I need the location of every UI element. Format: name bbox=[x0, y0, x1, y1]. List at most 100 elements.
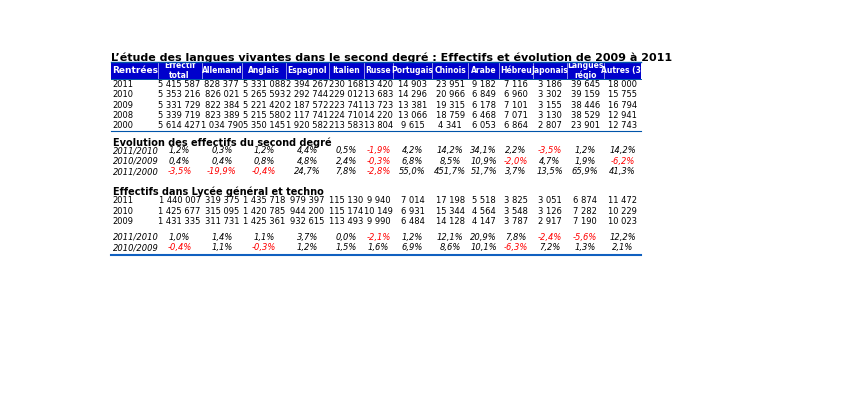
Text: 18 759: 18 759 bbox=[435, 111, 464, 120]
Text: 4,8%: 4,8% bbox=[297, 157, 318, 166]
Text: 38 529: 38 529 bbox=[571, 111, 600, 120]
Text: 8,6%: 8,6% bbox=[440, 243, 461, 252]
Text: 2010/2009: 2010/2009 bbox=[112, 157, 159, 166]
Text: 2,4%: 2,4% bbox=[336, 157, 357, 166]
Text: 2011: 2011 bbox=[112, 196, 134, 205]
Text: 2,1%: 2,1% bbox=[612, 243, 633, 252]
Text: 10 149: 10 149 bbox=[364, 206, 393, 215]
Text: 0,8%: 0,8% bbox=[254, 157, 275, 166]
Text: 828 377: 828 377 bbox=[205, 80, 239, 89]
Text: 38 446: 38 446 bbox=[571, 101, 600, 110]
Text: 14,2%: 14,2% bbox=[437, 146, 464, 156]
Text: 1,0%: 1,0% bbox=[169, 233, 190, 242]
Text: 6 484: 6 484 bbox=[400, 217, 424, 226]
Text: 13 420: 13 420 bbox=[364, 80, 393, 89]
Text: 1 034 790: 1 034 790 bbox=[201, 121, 243, 131]
Text: 34,1%: 34,1% bbox=[470, 146, 497, 156]
Text: 39 159: 39 159 bbox=[571, 90, 600, 99]
Text: Langues
régio: Langues régio bbox=[567, 61, 603, 80]
Text: Japonais: Japonais bbox=[531, 66, 568, 75]
Text: 0,0%: 0,0% bbox=[336, 233, 357, 242]
Text: 13 723: 13 723 bbox=[363, 101, 393, 110]
Text: 223 741: 223 741 bbox=[329, 101, 363, 110]
Text: 2011/2010: 2011/2010 bbox=[112, 233, 159, 242]
Text: 0,5%: 0,5% bbox=[336, 146, 357, 156]
Text: 7,8%: 7,8% bbox=[336, 167, 357, 176]
Text: 115 174: 115 174 bbox=[329, 206, 363, 215]
Text: -2,8%: -2,8% bbox=[366, 167, 391, 176]
Text: 6 874: 6 874 bbox=[573, 196, 597, 205]
Text: 5 353 216: 5 353 216 bbox=[159, 90, 201, 99]
Text: 5 331 088: 5 331 088 bbox=[243, 80, 285, 89]
Text: 6 864: 6 864 bbox=[504, 121, 528, 131]
Text: 9 615: 9 615 bbox=[400, 121, 424, 131]
Text: 7 190: 7 190 bbox=[573, 217, 597, 226]
Text: 6,8%: 6,8% bbox=[402, 157, 423, 166]
Text: 3,7%: 3,7% bbox=[506, 167, 526, 176]
Text: 16 794: 16 794 bbox=[608, 101, 637, 110]
Text: 4 564: 4 564 bbox=[472, 206, 495, 215]
Text: 1 435 718: 1 435 718 bbox=[243, 196, 285, 205]
Text: 213 583: 213 583 bbox=[329, 121, 363, 131]
Text: 2009: 2009 bbox=[112, 217, 134, 226]
Text: 1 420 785: 1 420 785 bbox=[243, 206, 285, 215]
Text: 13 066: 13 066 bbox=[398, 111, 427, 120]
Text: 113 493: 113 493 bbox=[329, 217, 363, 226]
Text: -5,6%: -5,6% bbox=[573, 233, 597, 242]
Text: 10,1%: 10,1% bbox=[470, 243, 497, 252]
Text: 1,1%: 1,1% bbox=[211, 243, 232, 252]
Text: -1,9%: -1,9% bbox=[366, 146, 391, 156]
Text: 3 130: 3 130 bbox=[537, 111, 561, 120]
Text: 2000: 2000 bbox=[112, 121, 134, 131]
Bar bbox=[242, 62, 286, 79]
Text: 4,2%: 4,2% bbox=[402, 146, 423, 156]
Text: 23 951: 23 951 bbox=[435, 80, 464, 89]
Text: Allemand: Allemand bbox=[201, 66, 242, 75]
Text: 3 302: 3 302 bbox=[537, 90, 561, 99]
Text: -3,5%: -3,5% bbox=[537, 146, 562, 156]
Text: 3 787: 3 787 bbox=[504, 217, 528, 226]
Text: 3 186: 3 186 bbox=[537, 80, 561, 89]
Text: 1,3%: 1,3% bbox=[574, 243, 596, 252]
Text: -0,3%: -0,3% bbox=[252, 243, 276, 252]
Text: Espagnol: Espagnol bbox=[288, 66, 327, 75]
Text: 10 229: 10 229 bbox=[608, 206, 637, 215]
Text: 979 397: 979 397 bbox=[291, 196, 325, 205]
Text: 12 941: 12 941 bbox=[608, 111, 637, 120]
Text: 1 431 335: 1 431 335 bbox=[159, 217, 201, 226]
Text: -2,0%: -2,0% bbox=[504, 157, 528, 166]
Text: 2011: 2011 bbox=[112, 80, 134, 89]
Text: 19 315: 19 315 bbox=[435, 101, 464, 110]
Text: 2 394 267: 2 394 267 bbox=[286, 80, 328, 89]
Text: 14 903: 14 903 bbox=[398, 80, 427, 89]
Text: 5 331 729: 5 331 729 bbox=[159, 101, 201, 110]
Text: 2,2%: 2,2% bbox=[506, 146, 526, 156]
Bar bbox=[286, 62, 329, 79]
Bar bbox=[201, 62, 242, 79]
Text: Arabe: Arabe bbox=[471, 66, 496, 75]
Bar bbox=[393, 62, 432, 79]
Text: 7 116: 7 116 bbox=[504, 80, 528, 89]
Text: -19,9%: -19,9% bbox=[207, 167, 237, 176]
Text: 4 147: 4 147 bbox=[472, 217, 495, 226]
Text: 20 966: 20 966 bbox=[435, 90, 464, 99]
Text: 15 755: 15 755 bbox=[608, 90, 637, 99]
Text: 6 468: 6 468 bbox=[471, 111, 496, 120]
Text: 1,9%: 1,9% bbox=[574, 157, 596, 166]
Text: 23 901: 23 901 bbox=[571, 121, 600, 131]
Text: 1,2%: 1,2% bbox=[169, 146, 190, 156]
Text: 41,3%: 41,3% bbox=[609, 167, 636, 176]
Text: 5 350 145: 5 350 145 bbox=[243, 121, 285, 131]
Text: 224 710: 224 710 bbox=[329, 111, 363, 120]
Text: 10 023: 10 023 bbox=[608, 217, 637, 226]
Text: 7,8%: 7,8% bbox=[506, 233, 526, 242]
Bar bbox=[532, 62, 566, 79]
Text: 0,3%: 0,3% bbox=[211, 146, 232, 156]
Text: 823 389: 823 389 bbox=[205, 111, 239, 120]
Bar bbox=[329, 62, 363, 79]
Text: 7,2%: 7,2% bbox=[539, 243, 560, 252]
Text: 229 012: 229 012 bbox=[329, 90, 363, 99]
Bar bbox=[468, 62, 500, 79]
Bar bbox=[566, 62, 604, 79]
Bar bbox=[500, 62, 532, 79]
